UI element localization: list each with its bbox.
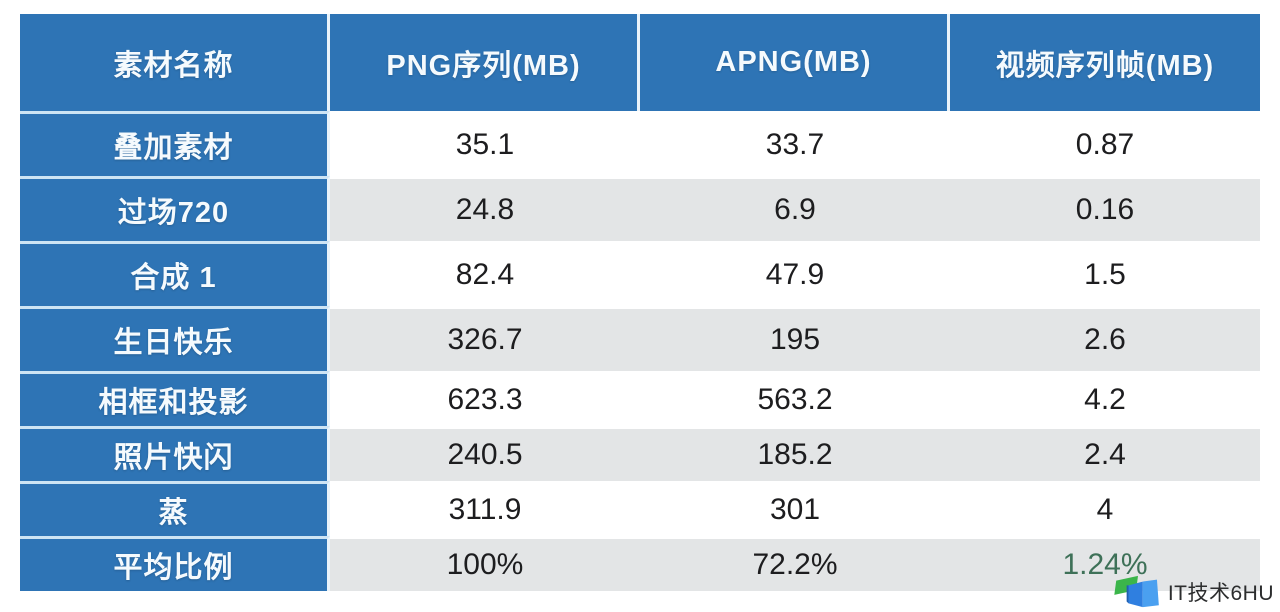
png-value: 311.9 [330, 481, 640, 536]
row-label: 蒸 [20, 481, 330, 536]
row-label: 平均比例 [20, 536, 330, 591]
apng-value: 47.9 [640, 241, 950, 306]
row-label: 叠加素材 [20, 111, 330, 176]
png-value: 24.8 [330, 176, 640, 241]
video-value: 0.16 [950, 176, 1260, 241]
header-png-sequence: PNG序列(MB) [330, 14, 640, 111]
apng-value: 33.7 [640, 111, 950, 176]
video-value: 2.4 [950, 426, 1260, 481]
table-row: 蒸 311.9 301 4 [20, 481, 1260, 536]
apng-value: 563.2 [640, 371, 950, 426]
header-apng: APNG(MB) [640, 14, 950, 111]
apng-value: 6.9 [640, 176, 950, 241]
video-value: 4 [950, 481, 1260, 536]
table-row: 照片快闪 240.5 185.2 2.4 [20, 426, 1260, 481]
header-video-frames: 视频序列帧(MB) [950, 14, 1260, 111]
row-label: 过场720 [20, 176, 330, 241]
table-header-row: 素材名称 PNG序列(MB) APNG(MB) 视频序列帧(MB) [20, 14, 1260, 111]
table-row: 相框和投影 623.3 563.2 4.2 [20, 371, 1260, 426]
row-label: 相框和投影 [20, 371, 330, 426]
apng-value: 185.2 [640, 426, 950, 481]
video-value: 2.6 [950, 306, 1260, 371]
table-body: 叠加素材 35.1 33.7 0.87 过场720 24.8 6.9 0.16 … [20, 111, 1260, 591]
png-value: 240.5 [330, 426, 640, 481]
video-value: 1.24% [950, 536, 1260, 591]
video-value: 0.87 [950, 111, 1260, 176]
video-value: 1.5 [950, 241, 1260, 306]
apng-value: 195 [640, 306, 950, 371]
table-row: 平均比例 100% 72.2% 1.24% [20, 536, 1260, 591]
apng-value: 301 [640, 481, 950, 536]
apng-value: 72.2% [640, 536, 950, 591]
watermark-text: IT技术6HU [1167, 582, 1274, 605]
watermark-logo-icon [1114, 574, 1162, 610]
watermark: IT技术6HU [1114, 574, 1274, 610]
table-row: 生日快乐 326.7 195 2.6 [20, 306, 1260, 371]
header-material-name: 素材名称 [20, 14, 330, 111]
row-label: 照片快闪 [20, 426, 330, 481]
png-value: 100% [330, 536, 640, 591]
row-label: 生日快乐 [20, 306, 330, 371]
table-row: 过场720 24.8 6.9 0.16 [20, 176, 1260, 241]
size-comparison-table: 素材名称 PNG序列(MB) APNG(MB) 视频序列帧(MB) 叠加素材 3… [20, 14, 1260, 591]
png-value: 623.3 [330, 371, 640, 426]
png-value: 326.7 [330, 306, 640, 371]
table-row: 合成 1 82.4 47.9 1.5 [20, 241, 1260, 306]
table-row: 叠加素材 35.1 33.7 0.87 [20, 111, 1260, 176]
png-value: 82.4 [330, 241, 640, 306]
video-value: 4.2 [950, 371, 1260, 426]
png-value: 35.1 [330, 111, 640, 176]
row-label: 合成 1 [20, 241, 330, 306]
